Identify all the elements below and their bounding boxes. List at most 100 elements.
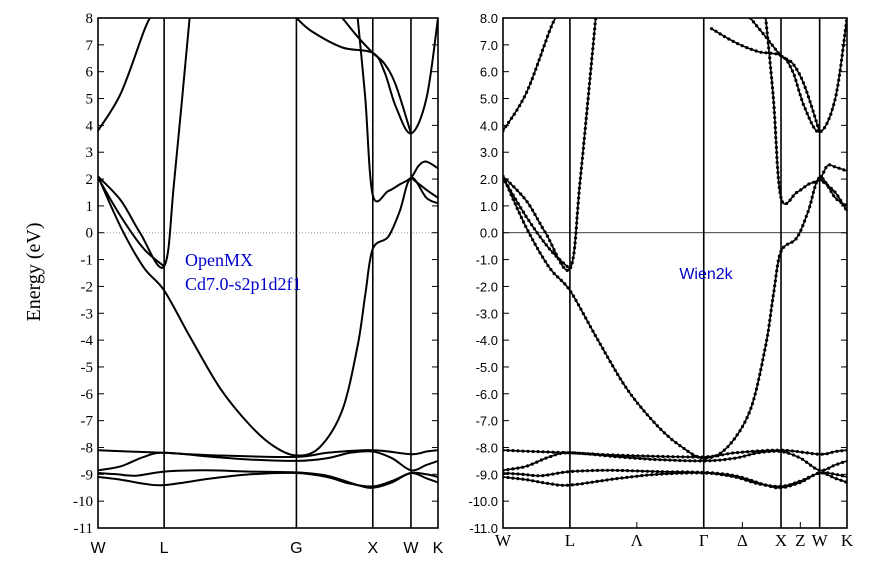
band-point	[806, 95, 811, 99]
band-point	[766, 328, 771, 332]
band-point	[800, 457, 805, 461]
band-point	[559, 261, 563, 265]
band-point	[571, 451, 575, 455]
band-point	[812, 180, 816, 184]
band-point	[615, 477, 619, 481]
openmx-band-panel: W L G X W K-11-10-9-8-7-6-5-4-3-2-1012345678O…	[73, 11, 444, 557]
band-point	[743, 420, 747, 424]
band-point	[630, 475, 634, 479]
band-point	[807, 182, 811, 186]
band-point	[550, 482, 555, 486]
band-point	[690, 452, 694, 456]
band-point	[699, 456, 704, 460]
band-point	[729, 474, 734, 478]
band-point	[768, 61, 772, 65]
band-point	[601, 453, 605, 457]
band-point	[511, 476, 515, 480]
band-point	[802, 478, 806, 482]
band-point	[842, 38, 846, 43]
band-point	[628, 456, 632, 460]
band-point	[792, 74, 797, 78]
band-point	[615, 468, 620, 472]
band-point	[550, 243, 554, 247]
band-point	[570, 483, 575, 487]
band-point	[675, 471, 679, 475]
band-point	[829, 186, 833, 191]
band-point	[755, 24, 759, 28]
band-point	[680, 471, 684, 475]
band-line	[503, 176, 847, 460]
band-point	[551, 251, 555, 255]
band-point	[508, 181, 512, 185]
band-point	[521, 472, 525, 476]
y-tick-label: -8	[81, 440, 94, 456]
y-tick-label: -6	[81, 387, 94, 403]
band-point	[538, 251, 542, 255]
band-point	[648, 457, 652, 461]
band-point	[551, 472, 555, 476]
band-point	[561, 470, 565, 474]
band-point	[586, 97, 590, 101]
band-point	[587, 92, 591, 96]
band-point	[794, 78, 798, 82]
band-point	[566, 451, 570, 455]
band-point	[681, 455, 685, 459]
band-point	[740, 424, 745, 429]
band-point	[835, 88, 839, 92]
band-dots	[503, 174, 847, 460]
band-point	[710, 27, 714, 31]
band-point	[528, 81, 533, 85]
band-point	[678, 458, 682, 463]
band-point	[755, 449, 760, 453]
band-point	[771, 91, 775, 95]
band-point	[773, 279, 778, 283]
band-point	[616, 372, 620, 377]
k-point-label: L	[565, 531, 575, 550]
band-point	[522, 196, 526, 200]
band-point	[576, 451, 580, 455]
band-point	[590, 52, 594, 56]
band-point	[816, 471, 820, 476]
band-point	[714, 29, 718, 33]
band-point	[579, 166, 584, 170]
band-point	[797, 72, 801, 76]
band-point	[775, 155, 779, 160]
band-point	[532, 72, 536, 76]
k-point-label: G	[290, 540, 302, 557]
band-point	[521, 210, 526, 214]
k-point-label: Δ	[737, 531, 748, 550]
band-point	[763, 348, 767, 352]
band-point	[606, 453, 610, 457]
band-point	[768, 56, 772, 60]
y-tick-label: 2	[86, 172, 94, 188]
band-point	[726, 452, 730, 456]
band-point	[620, 468, 625, 473]
band-point	[592, 37, 596, 41]
band-point	[560, 483, 565, 487]
band-point	[565, 264, 569, 268]
y-tick-label: -4	[81, 333, 94, 349]
band-point	[538, 221, 542, 225]
band-point	[588, 72, 593, 76]
band-point	[530, 462, 534, 466]
band-point	[836, 194, 840, 198]
band-point	[800, 450, 804, 454]
band-point	[813, 185, 817, 190]
band-point	[798, 93, 802, 97]
band-point	[804, 214, 808, 218]
band-point	[815, 452, 819, 456]
band-point	[685, 471, 689, 475]
band-point	[704, 456, 709, 460]
band-point	[546, 264, 550, 268]
band-point	[788, 198, 792, 202]
band-point	[611, 453, 615, 457]
band-point	[655, 472, 659, 476]
band-point	[516, 466, 520, 470]
band-point	[580, 469, 585, 473]
band-point	[583, 131, 587, 135]
band-point	[833, 190, 837, 194]
band-point	[801, 102, 805, 106]
band-point	[516, 477, 520, 481]
band-point	[666, 434, 670, 438]
